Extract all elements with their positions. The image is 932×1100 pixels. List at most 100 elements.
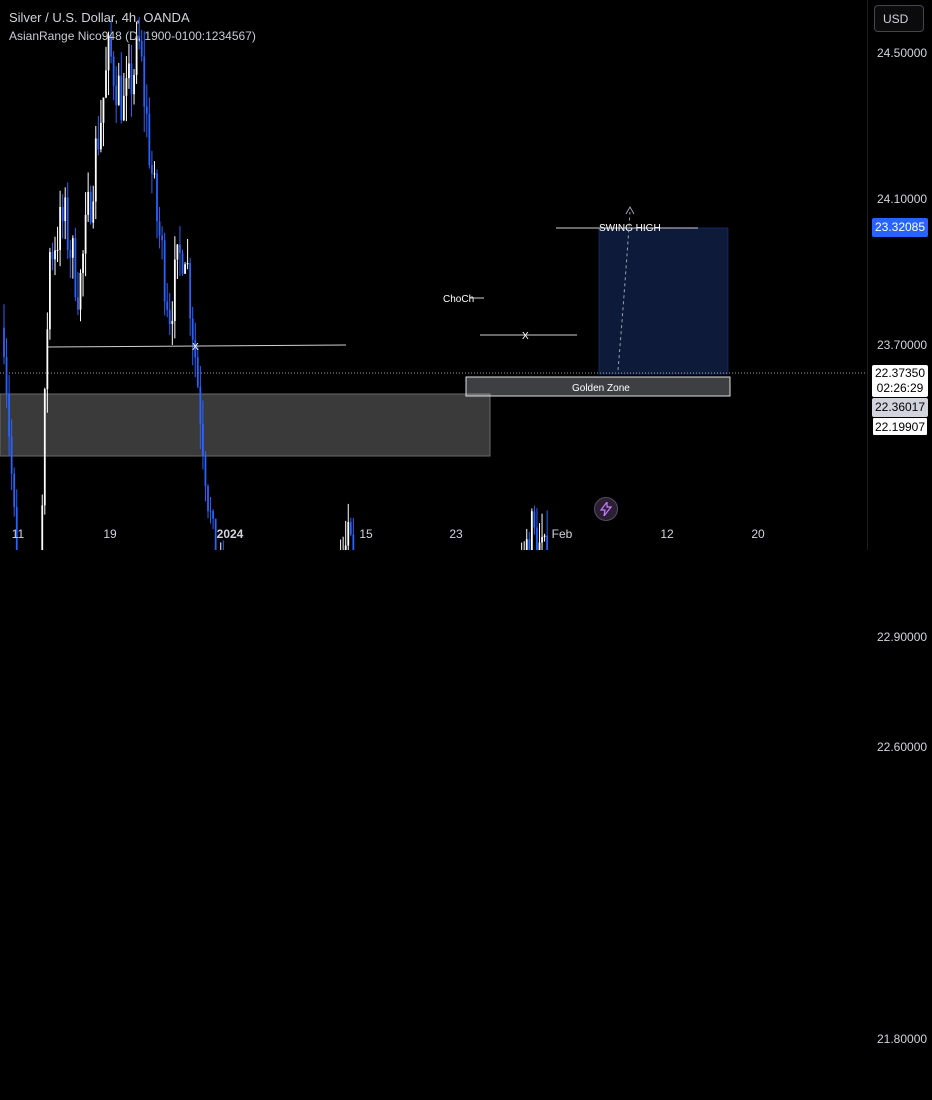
- candle-body: [135, 35, 138, 75]
- candle-body: [189, 263, 192, 319]
- symbol-title[interactable]: Silver / U.S. Dollar, 4h, OANDA: [9, 10, 190, 25]
- candle-body: [158, 221, 161, 236]
- candle-body: [344, 545, 347, 550]
- target-box: [598, 227, 729, 375]
- last-price-value: 22.37350: [874, 366, 926, 380]
- candle-body: [46, 329, 49, 390]
- candle-body: [153, 173, 156, 175]
- x-label-left: X: [192, 342, 199, 353]
- y-tick-label: 21.80000: [877, 1031, 928, 1046]
- candle-body: [546, 535, 549, 550]
- candle-body: [71, 238, 74, 258]
- x-tick-label: 23: [449, 527, 463, 541]
- candle-body: [115, 85, 118, 106]
- candle-body: [171, 320, 174, 324]
- y-tick-label: 22.90000: [877, 630, 928, 644]
- projection-arrow: [617, 211, 631, 371]
- candle-body: [61, 206, 64, 222]
- candle-body: [15, 507, 18, 550]
- candle-body: [97, 138, 100, 150]
- y-tick-label: 22.60000: [877, 739, 928, 754]
- price-chart[interactable]: Golden Zone X X ChoCh SWING HIGH 11 19 2024 15 23…: [0, 0, 868, 550]
- swing-high-label: SWING HIGH: [599, 223, 661, 234]
- candle-body: [209, 511, 212, 513]
- currency-button[interactable]: USD: [874, 5, 924, 32]
- x-line-left: [47, 344, 347, 348]
- candle-body: [5, 356, 8, 395]
- choch-label: ChoCh: [443, 294, 474, 305]
- candle-body: [207, 486, 209, 512]
- candle-body: [66, 197, 69, 251]
- x-tick-label: 11: [12, 527, 25, 541]
- candle-body: [64, 197, 67, 222]
- lightning-icon[interactable]: [594, 497, 618, 521]
- candle-body: [100, 122, 102, 150]
- candle-body: [212, 511, 214, 519]
- candle-body: [8, 394, 10, 437]
- candle-body: [186, 263, 189, 265]
- candle-body: [179, 244, 181, 254]
- candle-body: [543, 535, 546, 537]
- candle-body: [49, 252, 51, 330]
- x-tick-label: Feb: [552, 527, 573, 541]
- candle-body: [202, 424, 204, 457]
- golden-zone-box: [465, 376, 731, 397]
- projection-arrow-head: [625, 205, 635, 215]
- candle-body: [176, 244, 179, 260]
- candle-body: [105, 70, 107, 98]
- candle-body: [166, 301, 169, 310]
- candle-body: [79, 272, 82, 310]
- candle-body: [87, 191, 90, 215]
- candle-body: [530, 511, 533, 550]
- candle-body: [56, 249, 59, 251]
- candle-body: [112, 56, 115, 86]
- candle-body: [214, 518, 217, 550]
- current-price-tag: 23.32085: [872, 218, 928, 237]
- candle-body: [92, 201, 95, 223]
- candle-body: [181, 253, 184, 274]
- candle-body: [538, 542, 541, 550]
- candle-body: [140, 40, 143, 57]
- candle-body: [125, 78, 128, 96]
- y-tick-label: 24.10000: [877, 192, 928, 206]
- y-tick-label: 23.70000: [877, 338, 928, 352]
- candle-body: [13, 473, 16, 508]
- candle-body: [120, 75, 123, 121]
- x-label-right: X: [522, 331, 529, 342]
- golden-zone-label: Golden Zone: [572, 383, 630, 394]
- y-tick-label: 24.50000: [877, 46, 928, 60]
- candle-body: [128, 63, 130, 79]
- indicator-label[interactable]: AsianRange Nico948 (D, 1900-0100:1234567…: [9, 29, 256, 43]
- candle-body: [3, 327, 5, 357]
- x-tick-label: 20: [751, 527, 765, 541]
- candle-body: [163, 240, 166, 302]
- candle-body: [184, 264, 186, 274]
- x-tick-label: 2024: [217, 527, 244, 541]
- candle-body: [89, 191, 92, 223]
- candle-body: [130, 63, 133, 95]
- candle-body: [138, 35, 141, 41]
- candle-body: [94, 138, 97, 202]
- candle-body: [173, 259, 176, 321]
- candle-body: [168, 309, 171, 324]
- candle-body: [82, 253, 84, 273]
- bar-countdown: 02:26:29: [876, 381, 924, 395]
- candle-body: [102, 97, 105, 123]
- zone-bottom-tag: 22.19907: [872, 417, 928, 436]
- candle-body: [84, 214, 87, 254]
- candle-body: [69, 250, 72, 258]
- candle-body: [110, 36, 112, 57]
- candle-body: [541, 536, 543, 543]
- candle-body: [59, 206, 61, 250]
- candle-body: [347, 522, 350, 546]
- candle-body: [204, 456, 207, 487]
- candle-body: [536, 527, 538, 550]
- candle-body: [194, 339, 197, 358]
- candle-body: [10, 436, 13, 474]
- candle-body: [148, 113, 151, 166]
- candle-body: [161, 235, 163, 241]
- x-tick-label: 12: [660, 527, 674, 541]
- candle-body: [54, 250, 56, 260]
- candle-body: [349, 522, 352, 535]
- demand-zone: [0, 393, 491, 457]
